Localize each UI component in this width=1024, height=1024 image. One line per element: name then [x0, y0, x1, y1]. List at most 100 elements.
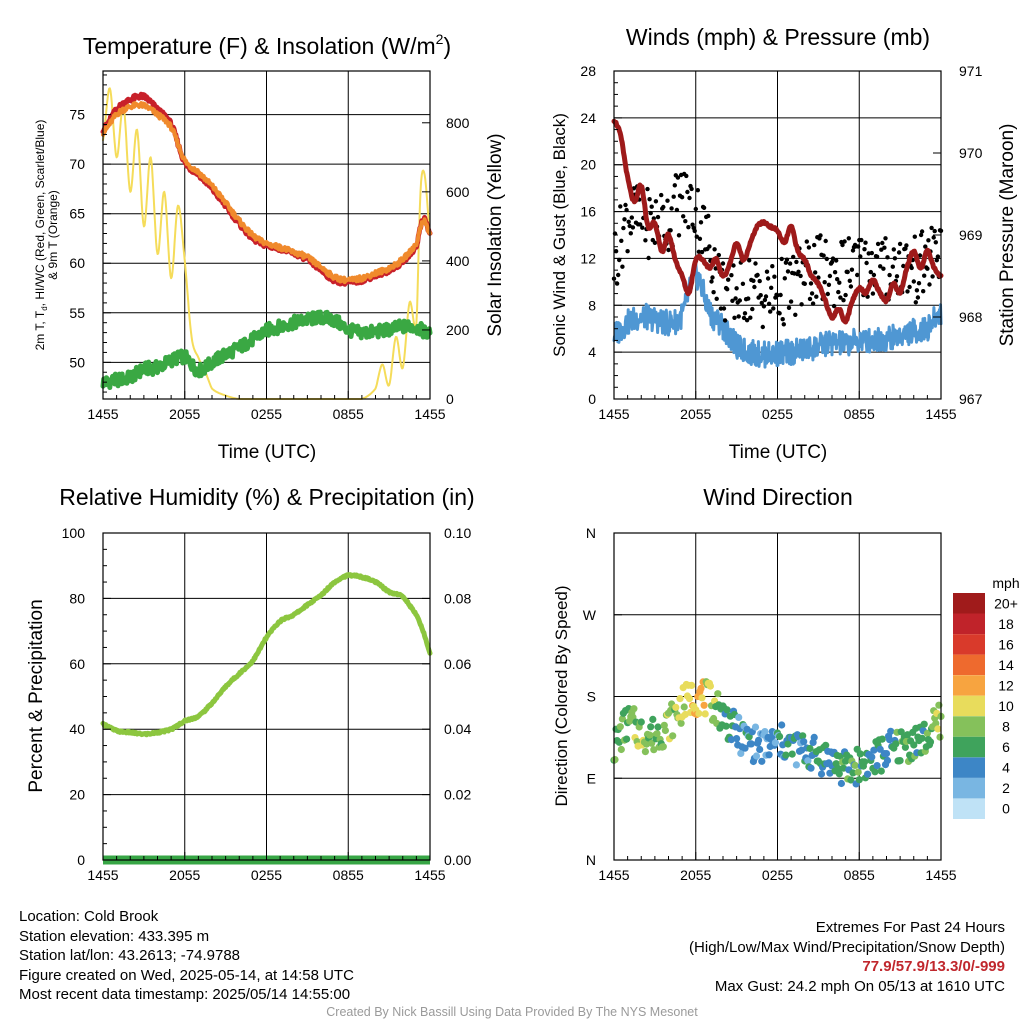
- colorbar-swatch: [953, 654, 985, 676]
- direction-point: [623, 735, 631, 743]
- x-tick-label: 1455: [87, 406, 118, 422]
- gust-point: [762, 297, 768, 303]
- y-tick-label: 0: [588, 391, 596, 407]
- colorbar-label: 16: [998, 636, 1014, 652]
- gust-point: [681, 214, 686, 219]
- gust-point: [874, 254, 880, 259]
- gust-point: [709, 279, 714, 284]
- direction-point: [771, 739, 780, 747]
- gust-point: [923, 244, 928, 249]
- y-tick-label: 4: [588, 344, 596, 360]
- direction-point: [637, 718, 645, 726]
- gust-point: [843, 292, 848, 298]
- gust-point: [659, 192, 664, 198]
- gust-point: [711, 290, 716, 295]
- gust-point: [925, 266, 930, 271]
- direction-point: [792, 761, 801, 769]
- gust-point: [742, 311, 748, 316]
- direction-point: [877, 767, 885, 775]
- gust-point: [763, 294, 769, 299]
- colorbar-swatch: [953, 634, 985, 655]
- gust-point: [721, 306, 727, 311]
- direction-point: [676, 695, 684, 703]
- gust-point: [726, 277, 731, 282]
- y-tick-label: 20: [69, 787, 85, 803]
- gust-point: [781, 322, 786, 327]
- colorbar-label: 8: [1002, 719, 1010, 735]
- gust-point: [881, 266, 886, 271]
- y-tick-label: 65: [69, 206, 85, 222]
- winds-panel: Winds (mph) & Pressure (mb) 0 4 8 12 16 20 24 2…: [550, 24, 1018, 463]
- y-tick-label: 20: [580, 157, 596, 173]
- colorbar-swatch: [953, 593, 985, 614]
- y-tick-label: 12: [580, 250, 596, 266]
- y-tick-label: 55: [69, 305, 85, 321]
- x-tick-label: 1455: [87, 867, 118, 883]
- gust-point: [732, 315, 737, 320]
- gust-point: [679, 195, 685, 200]
- gust-point: [894, 274, 900, 279]
- gust-point: [665, 198, 670, 203]
- gust-point: [927, 282, 932, 287]
- gust-point: [638, 222, 643, 227]
- gust-point: [794, 259, 799, 265]
- gust-point: [626, 219, 631, 224]
- gust-point: [796, 269, 801, 274]
- gust-point: [751, 278, 756, 283]
- colorbar-title: mph: [992, 575, 1019, 591]
- gust-point: [736, 314, 741, 319]
- direction-point: [706, 682, 715, 690]
- gust-point: [824, 256, 829, 262]
- gust-point: [772, 274, 777, 279]
- gust-point: [821, 253, 826, 258]
- gust-point: [760, 324, 765, 330]
- colorbar-swatch: [953, 798, 985, 819]
- gust-point: [791, 254, 796, 260]
- gust-point: [740, 281, 746, 286]
- gust-point: [883, 236, 888, 241]
- direction-series: [610, 678, 945, 788]
- gust-point: [744, 318, 750, 323]
- gust-point: [911, 279, 916, 284]
- gust-point: [620, 264, 625, 269]
- extremes-box: Extremes For Past 24 Hours (High/Low/Max…: [689, 918, 1005, 996]
- y2-tick-label: 970: [959, 145, 983, 161]
- direction-point: [784, 740, 792, 748]
- gust-point: [933, 240, 938, 245]
- speed-colorbar: 20+ 18 16 14 12 10 8 6 4 2 0: [953, 593, 1018, 819]
- gust-point: [624, 207, 629, 213]
- colorbar-label: 20+: [994, 595, 1018, 611]
- direction-ylabel-left: Direction (Colored By Speed): [552, 585, 571, 806]
- gust-point: [655, 214, 661, 220]
- extremes-title: Extremes For Past 24 Hours: [815, 919, 1005, 936]
- direction-point: [807, 764, 815, 772]
- y-tick-label: 100: [62, 525, 86, 541]
- gust-point: [716, 252, 721, 258]
- colorbar-swatch: [953, 716, 985, 737]
- y2-tick-label: 200: [446, 322, 470, 338]
- y2-tick-label: 0.08: [444, 590, 471, 606]
- gust-point: [628, 231, 633, 236]
- y-tick-label: 0: [77, 852, 85, 868]
- gust-point: [885, 255, 890, 260]
- direction-point: [737, 749, 745, 758]
- gust-point: [784, 257, 790, 262]
- direction-point: [871, 768, 879, 776]
- x-tick-label: 2055: [680, 867, 711, 883]
- y-tick-label: 50: [69, 354, 85, 370]
- gust-point: [840, 242, 845, 248]
- direction-point: [751, 723, 760, 731]
- gust-point: [858, 254, 863, 259]
- station-latlon: Station lat/lon: 43.2613; -74.9788: [19, 947, 241, 964]
- colorbar-label: 2: [1002, 780, 1010, 796]
- y-tick-label: 75: [69, 107, 85, 123]
- humidity-axes: 0 0.00 20 0.02 40 0.04 60 0.06 80 0.08 100 0.10 1455…: [62, 525, 472, 883]
- gust-point: [710, 275, 715, 280]
- gust-point: [675, 175, 681, 180]
- series-line-2m-td: [100, 309, 433, 390]
- station-location: Location: Cold Brook: [19, 908, 159, 925]
- y2-tick-label: 0.00: [444, 852, 471, 868]
- gust-point: [804, 239, 809, 244]
- gust-point: [669, 206, 674, 211]
